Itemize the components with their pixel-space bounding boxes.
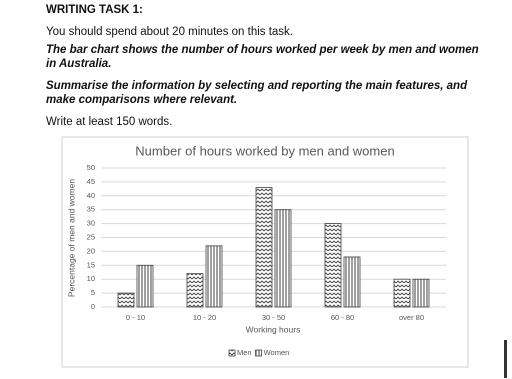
- scrollbar: [504, 340, 507, 378]
- y-tick-label: 5: [91, 288, 95, 297]
- x-tick-label: 30 - 50: [262, 313, 285, 322]
- x-tick-label: over 80: [399, 313, 424, 322]
- y-tick-label: 50: [87, 163, 95, 172]
- legend-label: Men: [237, 348, 252, 357]
- y-tick-label: 40: [87, 191, 95, 200]
- bar: [393, 278, 411, 308]
- bar: [205, 245, 223, 308]
- chart-title: Number of hours worked by men and women: [135, 143, 394, 158]
- y-tick-label: 25: [87, 232, 95, 241]
- x-tick-label: 60 - 80: [331, 313, 354, 322]
- legend-label: Women: [264, 348, 290, 357]
- bar: [343, 256, 361, 308]
- legend-swatch: [255, 349, 262, 357]
- y-tick-label: 20: [87, 246, 95, 255]
- bar: [186, 273, 204, 308]
- bar: [136, 264, 154, 308]
- bar: [324, 223, 342, 308]
- chart-frame: [61, 136, 469, 368]
- heading: WRITING TASK 1:: [46, 4, 143, 16]
- bar: [274, 209, 292, 308]
- instruction: You should spend about 20 minutes on thi…: [46, 26, 293, 38]
- x-tick-label: 0 - 10: [126, 313, 145, 322]
- x-tick-label: 10 - 20: [193, 313, 216, 322]
- word-count: Write at least 150 words.: [46, 116, 173, 128]
- bar: [117, 292, 135, 308]
- bar: [255, 187, 273, 308]
- y-tick-label: 35: [87, 205, 95, 214]
- legend-swatch: [228, 349, 236, 357]
- y-tick-label: 10: [87, 274, 95, 283]
- bar: [412, 278, 430, 308]
- task: Summarise the information by selecting a…: [46, 80, 468, 106]
- y-tick-label: 45: [87, 177, 95, 186]
- y-tick-label: 30: [87, 219, 95, 228]
- x-axis-title: Working hours: [246, 324, 301, 334]
- prompt: The bar chart shows the number of hours …: [46, 44, 479, 70]
- y-tick-label: 0: [91, 302, 95, 311]
- y-tick-label: 15: [87, 260, 95, 269]
- y-axis-title: Percentage of men and women: [66, 179, 76, 297]
